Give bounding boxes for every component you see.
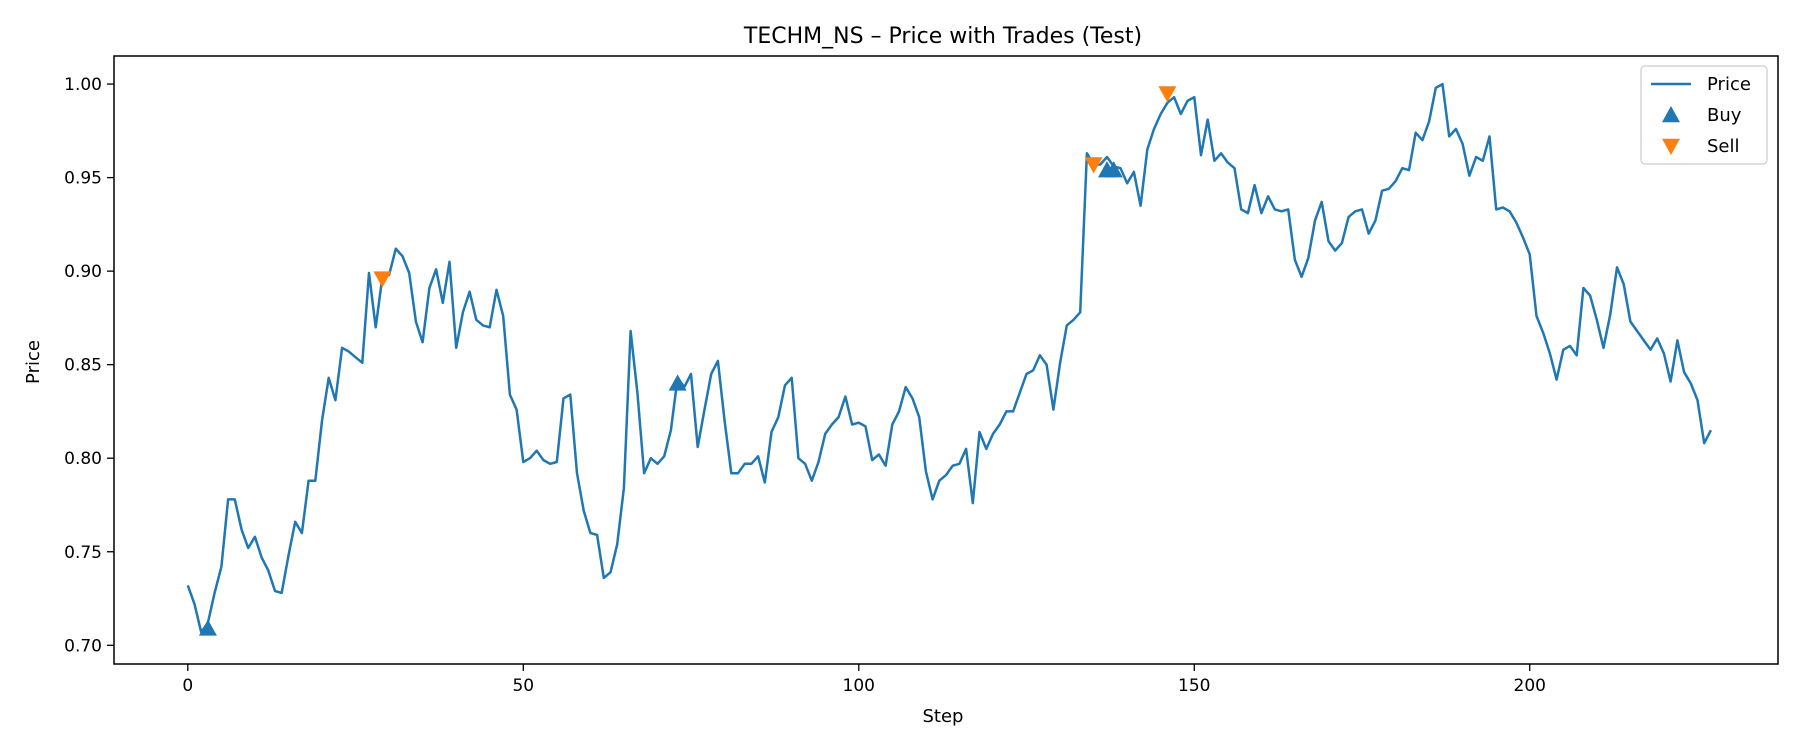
buy-marker [668,374,687,391]
x-tick-label: 200 [1514,676,1546,696]
legend-label: Buy [1707,105,1742,126]
legend-buy-swatch [1662,106,1680,123]
y-tick-label: 0.75 [64,543,102,563]
x-axis-label: Step [923,706,964,727]
sell-marker [373,271,392,288]
y-tick-label: 0.70 [64,636,102,656]
x-tick-label: 0 [182,676,193,696]
sell-marker [1084,157,1103,174]
y-tick-label: 0.90 [64,262,102,282]
legend-label: Sell [1707,136,1740,157]
y-axis-ticks: 0.70 0.75 0.80 0.85 0.90 0.95 1.00 [64,75,114,656]
x-tick-label: 150 [1178,676,1210,696]
y-tick-label: 0.85 [64,356,102,376]
x-axis-ticks: 0 50 100 150 200 [182,664,1546,696]
x-tick-label: 100 [843,676,875,696]
y-tick-label: 0.80 [64,449,102,469]
buy-marker [198,619,217,636]
y-axis-label: Price [23,340,44,384]
plot-area [113,55,1779,665]
sell-marker [1158,86,1177,103]
plot-frame [113,55,1779,665]
legend-label: Price [1707,74,1751,95]
legend-sell-swatch [1662,138,1680,155]
y-tick-label: 0.95 [64,169,102,189]
x-tick-label: 50 [512,676,534,696]
y-tick-label: 1.00 [64,75,102,95]
price-line [186,82,1713,634]
chart-title: TECHM_NS – Price with Trades (Test) [743,24,1142,49]
legend: Price Buy Sell [1640,65,1768,165]
buy-marker [1104,161,1123,178]
